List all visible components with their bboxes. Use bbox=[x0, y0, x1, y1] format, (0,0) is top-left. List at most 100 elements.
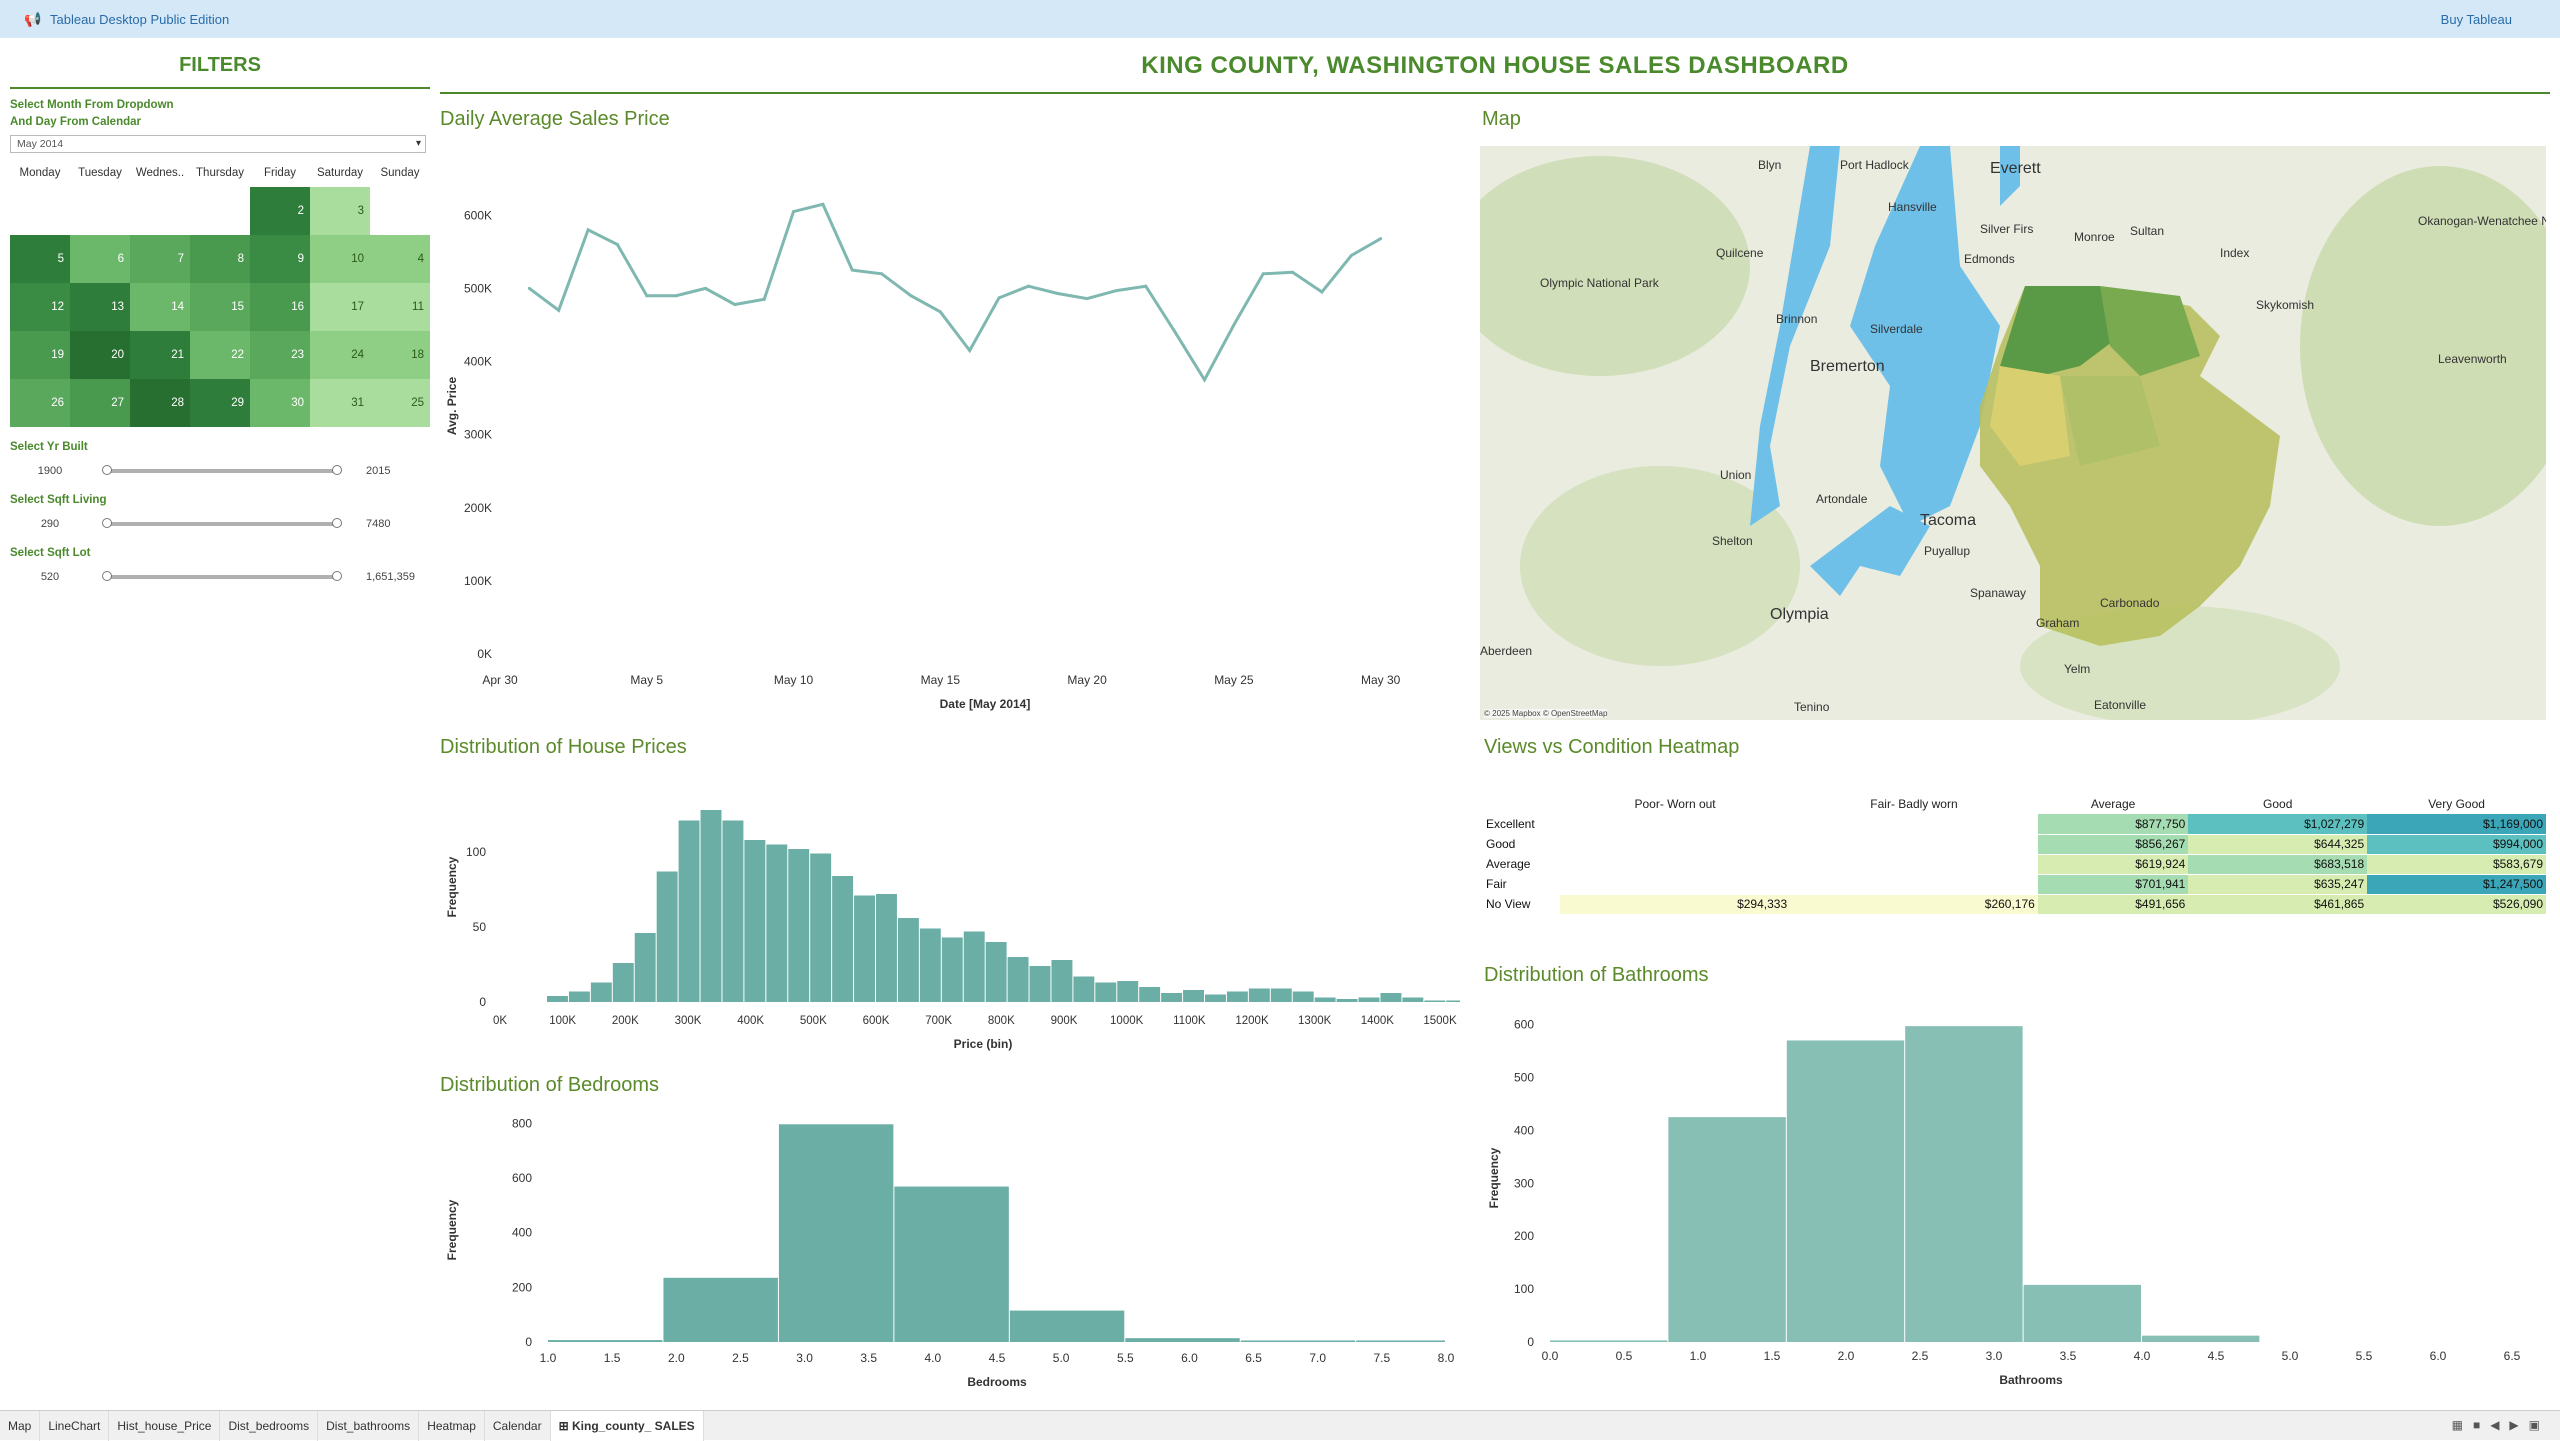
slider-max-handle[interactable] bbox=[332, 465, 342, 475]
line-point[interactable] bbox=[1203, 378, 1207, 382]
price-bin-bar[interactable] bbox=[1380, 993, 1402, 1002]
sheet-tab[interactable]: Dist_bathrooms bbox=[318, 1410, 420, 1441]
calendar-day[interactable]: 10 bbox=[310, 235, 370, 283]
heatmap-cell[interactable]: $1,247,500 bbox=[2367, 874, 2546, 895]
price-bin-bar[interactable] bbox=[1183, 990, 1204, 1002]
heatmap-cell[interactable]: $1,027,279 bbox=[2188, 814, 2368, 835]
line-point[interactable] bbox=[674, 294, 678, 298]
calendar-day[interactable]: 14 bbox=[130, 283, 190, 331]
calendar-day[interactable]: 25 bbox=[370, 379, 430, 427]
price-bin-bar[interactable] bbox=[876, 894, 897, 1002]
heatmap-cell[interactable]: $683,518 bbox=[2188, 854, 2368, 875]
price-bin-bar[interactable] bbox=[1117, 981, 1139, 1002]
calendar-day[interactable]: 9 bbox=[250, 235, 310, 283]
slider-max-handle[interactable] bbox=[332, 571, 342, 581]
heatmap-cell[interactable]: $260,176 bbox=[1790, 894, 2038, 915]
price-bin-bar[interactable] bbox=[722, 820, 744, 1003]
line-point[interactable] bbox=[557, 308, 561, 312]
price-bin-bar[interactable] bbox=[590, 982, 612, 1003]
price-bin-bar[interactable] bbox=[1095, 982, 1117, 1003]
line-chart[interactable]: 0K 100K 200K 300K 400K 500K 600K Apr 30 May 5 May… bbox=[440, 146, 1440, 716]
calendar-day[interactable]: 6 bbox=[70, 235, 130, 283]
line-point[interactable] bbox=[527, 286, 531, 290]
heatmap-cell[interactable]: $294,333 bbox=[1560, 894, 1791, 915]
line-point[interactable] bbox=[997, 296, 1001, 300]
line-point[interactable] bbox=[1056, 291, 1060, 295]
line-point[interactable] bbox=[615, 243, 619, 246]
bin-bar[interactable] bbox=[1786, 1040, 1905, 1342]
line-point[interactable] bbox=[733, 302, 737, 306]
price-bin-bar[interactable] bbox=[700, 810, 722, 1002]
line-point[interactable] bbox=[850, 268, 854, 272]
bathrooms-histogram[interactable]: 0 100 200 300 400 500 600 0.0 0.5 1.0 1.5 2.0 2.5 3.0… bbox=[1480, 994, 2546, 1394]
calendar-day[interactable]: 5 bbox=[10, 235, 70, 283]
line-point[interactable] bbox=[1261, 272, 1265, 276]
price-bin-bar[interactable] bbox=[1051, 960, 1073, 1002]
heatmap-cell[interactable]: $526,090 bbox=[2367, 894, 2546, 915]
calendar-day[interactable]: 30 bbox=[250, 379, 310, 427]
price-bin-bar[interactable] bbox=[1358, 997, 1380, 1003]
bin-bar[interactable] bbox=[1356, 1340, 1445, 1343]
line-point[interactable] bbox=[1026, 284, 1030, 288]
calendar-day[interactable]: 21 bbox=[130, 331, 190, 379]
calendar-day[interactable]: 29 bbox=[190, 379, 250, 427]
line-point[interactable] bbox=[1173, 330, 1177, 334]
heatmap-cell[interactable]: $877,750 bbox=[2037, 814, 2189, 835]
price-bin-bar[interactable] bbox=[766, 844, 788, 1003]
calendar-day[interactable]: 17 bbox=[310, 283, 370, 331]
calendar-day[interactable]: 12 bbox=[10, 283, 70, 331]
price-bin-bar[interactable] bbox=[810, 853, 832, 1003]
bin-bar[interactable] bbox=[1550, 1340, 1668, 1342]
slider-min-handle[interactable] bbox=[102, 571, 112, 581]
calendar-day[interactable]: 16 bbox=[250, 283, 310, 331]
slider-track[interactable] bbox=[102, 465, 342, 475]
bin-bar[interactable] bbox=[894, 1186, 1009, 1342]
calendar-day[interactable]: 11 bbox=[370, 283, 430, 331]
line-point[interactable] bbox=[1291, 270, 1295, 274]
price-bin-bar[interactable] bbox=[634, 933, 656, 1002]
calendar-day[interactable]: 26 bbox=[10, 379, 70, 427]
bin-bar[interactable] bbox=[663, 1277, 778, 1342]
sheet-tab[interactable]: LineChart bbox=[40, 1410, 110, 1441]
calendar-day[interactable]: 31 bbox=[310, 379, 370, 427]
grid-view-icon[interactable]: ▦ bbox=[2451, 1418, 2463, 1432]
price-bin-bar[interactable] bbox=[1139, 987, 1161, 1002]
line-point[interactable] bbox=[1232, 323, 1236, 327]
heatmap-cell[interactable]: $583,679 bbox=[2367, 854, 2546, 875]
calendar-day[interactable]: 24 bbox=[310, 331, 370, 379]
price-bin-bar[interactable] bbox=[941, 937, 963, 1003]
slider-min-handle[interactable] bbox=[102, 518, 112, 528]
bin-bar[interactable] bbox=[2142, 1335, 2260, 1342]
line-point[interactable] bbox=[1085, 297, 1089, 301]
price-bin-bar[interactable] bbox=[547, 996, 568, 1002]
line-point[interactable] bbox=[1114, 289, 1118, 293]
yr-built-slider[interactable]: 1900 2015 bbox=[10, 460, 430, 482]
heatmap-cell[interactable]: $635,247 bbox=[2188, 874, 2368, 895]
bin-bar[interactable] bbox=[1009, 1310, 1125, 1342]
price-bin-bar[interactable] bbox=[1161, 993, 1183, 1002]
price-bin-bar[interactable] bbox=[1270, 988, 1292, 1003]
heatmap-cell[interactable]: $994,000 bbox=[2367, 834, 2546, 855]
heatmap-cell[interactable]: $644,325 bbox=[2188, 834, 2368, 855]
line-point[interactable] bbox=[792, 210, 796, 214]
line-point[interactable] bbox=[1379, 237, 1383, 241]
slider-min-handle[interactable] bbox=[102, 465, 112, 475]
price-bin-bar[interactable] bbox=[1314, 997, 1336, 1003]
sheet-tab[interactable]: Heatmap bbox=[419, 1410, 485, 1441]
line-point[interactable] bbox=[938, 310, 942, 314]
calendar-day[interactable]: 19 bbox=[10, 331, 70, 379]
slider-track[interactable] bbox=[102, 518, 342, 528]
bin-bar[interactable] bbox=[1125, 1338, 1240, 1342]
bin-bar[interactable] bbox=[548, 1340, 663, 1342]
heatmap-cell[interactable]: $491,656 bbox=[2037, 894, 2189, 915]
heatmap-cell[interactable]: $856,267 bbox=[2037, 834, 2189, 855]
bedrooms-histogram[interactable]: 0 200 400 600 800 1.0 1.5 2.0 2.5 3.0 3.5 4.0 4.5 5.0… bbox=[440, 1102, 1460, 1402]
calendar-day[interactable]: 3 bbox=[310, 187, 370, 235]
sheet-tab[interactable]: Hist_house_Price bbox=[109, 1410, 221, 1441]
line-point[interactable] bbox=[586, 228, 590, 232]
bin-bar[interactable] bbox=[2023, 1284, 2141, 1342]
calendar-day[interactable]: 15 bbox=[190, 283, 250, 331]
line-point[interactable] bbox=[645, 294, 649, 298]
line-point[interactable] bbox=[1349, 253, 1353, 257]
bin-bar[interactable] bbox=[778, 1124, 894, 1342]
